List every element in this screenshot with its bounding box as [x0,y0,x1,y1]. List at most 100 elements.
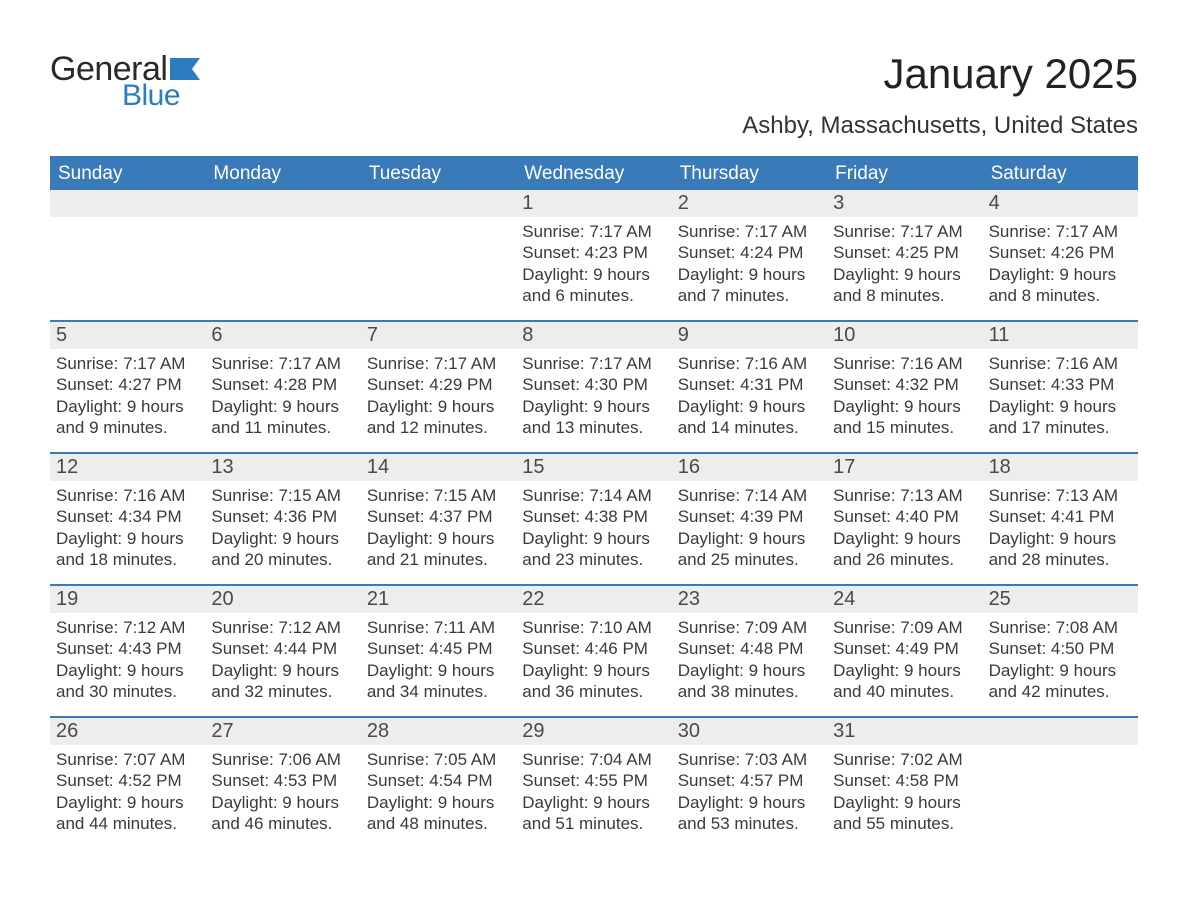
daylight-line-2: and 32 minutes. [211,681,352,702]
daylight-line-2: and 12 minutes. [367,417,508,438]
weekday-header: Saturday [983,158,1138,190]
sunset-line: Sunset: 4:32 PM [833,374,974,395]
day-cell: 18 Sunrise: 7:13 AMSunset: 4:41 PMDayligh… [983,454,1138,584]
week-row: 5Sunrise: 7:17 AMSunset: 4:27 PMDaylight… [50,320,1138,452]
day-info: Sunrise: 7:16 AMSunset: 4:32 PMDaylight:… [833,353,974,438]
sunset-line: Sunset: 4:33 PM [989,374,1130,395]
daylight-line-2: and 25 minutes. [678,549,819,570]
daylight-line-2: and 48 minutes. [367,813,508,834]
daylight-line-1: Daylight: 9 hours [989,660,1130,681]
daylight-line-2: and 38 minutes. [678,681,819,702]
day-info: Sunrise: 7:17 AMSunset: 4:26 PMDaylight:… [989,221,1130,306]
sunset-line: Sunset: 4:54 PM [367,770,508,791]
day-number: 22 [516,586,671,613]
day-cell: 27Sunrise: 7:06 AMSunset: 4:53 PMDayligh… [205,718,360,848]
day-number: 2 [672,190,827,217]
daylight-line-1: Daylight: 9 hours [678,792,819,813]
daylight-line-1: Daylight: 9 hours [522,528,663,549]
week-row: 26Sunrise: 7:07 AMSunset: 4:52 PMDayligh… [50,716,1138,848]
day-cell: 2Sunrise: 7:17 AMSunset: 4:24 PMDaylight… [672,190,827,320]
daylight-line-1: Daylight: 9 hours [367,528,508,549]
sunset-line: Sunset: 4:44 PM [211,638,352,659]
day-info: Sunrise: 7:13 AMSunset: 4:41 PMDaylight:… [989,485,1130,570]
day-cell: 9Sunrise: 7:16 AMSunset: 4:31 PMDaylight… [672,322,827,452]
sunset-line: Sunset: 4:37 PM [367,506,508,527]
daylight-line-1: Daylight: 9 hours [56,660,197,681]
daylight-line-2: and 20 minutes. [211,549,352,570]
title-block: January 2025 Ashby, Massachusetts, Unite… [742,50,1138,140]
daylight-line-2: and 53 minutes. [678,813,819,834]
day-number: 9 [672,322,827,349]
sunrise-line: Sunrise: 7:06 AM [211,749,352,770]
sunset-line: Sunset: 4:38 PM [522,506,663,527]
day-number: 10 [827,322,982,349]
day-info: Sunrise: 7:17 AMSunset: 4:25 PMDaylight:… [833,221,974,306]
day-info: Sunrise: 7:16 AMSunset: 4:33 PMDaylight:… [989,353,1130,438]
sunset-line: Sunset: 4:50 PM [989,638,1130,659]
daylight-line-1: Daylight: 9 hours [211,396,352,417]
daylight-line-1: Daylight: 9 hours [833,396,974,417]
daylight-line-2: and 14 minutes. [678,417,819,438]
week-row: ...1Sunrise: 7:17 AMSunset: 4:23 PMDayli… [50,190,1138,320]
day-info: Sunrise: 7:14 AMSunset: 4:39 PMDaylight:… [678,485,819,570]
sunrise-line: Sunrise: 7:07 AM [56,749,197,770]
day-info: Sunrise: 7:17 AMSunset: 4:23 PMDaylight:… [522,221,663,306]
day-cell: 22 Sunrise: 7:10 AMSunset: 4:46 PMDayligh… [516,586,671,716]
day-info: Sunrise: 7:02 AMSunset: 4:58 PMDaylight:… [833,749,974,834]
day-cell: 19Sunrise: 7:12 AMSunset: 4:43 PMDayligh… [50,586,205,716]
day-cell: 8Sunrise: 7:17 AMSunset: 4:30 PMDaylight… [516,322,671,452]
sunset-line: Sunset: 4:53 PM [211,770,352,791]
day-number: . [205,190,360,217]
day-number: 4 [983,190,1138,217]
week-row: 12Sunrise: 7:16 AMSunset: 4:34 PMDayligh… [50,452,1138,584]
sunset-line: Sunset: 4:31 PM [678,374,819,395]
sunrise-line: Sunrise: 7:11 AM [367,617,508,638]
weekday-header: Friday [827,158,982,190]
day-info: Sunrise: 7:17 AMSunset: 4:28 PMDaylight:… [211,353,352,438]
day-info: Sunrise: 7:15 AMSunset: 4:37 PMDaylight:… [367,485,508,570]
day-number: 18 [983,454,1138,481]
day-cell: 20Sunrise: 7:12 AMSunset: 4:44 PMDayligh… [205,586,360,716]
day-info: Sunrise: 7:12 AMSunset: 4:43 PMDaylight:… [56,617,197,702]
sunset-line: Sunset: 4:39 PM [678,506,819,527]
sunrise-line: Sunrise: 7:03 AM [678,749,819,770]
day-info: Sunrise: 7:14 AMSunset: 4:38 PMDaylight:… [522,485,663,570]
day-info: Sunrise: 7:17 AMSunset: 4:27 PMDaylight:… [56,353,197,438]
day-info: Sunrise: 7:15 AMSunset: 4:36 PMDaylight:… [211,485,352,570]
sunrise-line: Sunrise: 7:13 AM [833,485,974,506]
daylight-line-1: Daylight: 9 hours [522,792,663,813]
sunset-line: Sunset: 4:30 PM [522,374,663,395]
day-number: . [361,190,516,217]
day-cell: . [983,718,1138,848]
daylight-line-1: Daylight: 9 hours [989,396,1130,417]
daylight-line-1: Daylight: 9 hours [211,660,352,681]
daylight-line-2: and 55 minutes. [833,813,974,834]
sunrise-line: Sunrise: 7:16 AM [56,485,197,506]
day-cell: 16Sunrise: 7:14 AMSunset: 4:39 PMDayligh… [672,454,827,584]
sunrise-line: Sunrise: 7:16 AM [833,353,974,374]
day-number: 29 [516,718,671,745]
sunset-line: Sunset: 4:36 PM [211,506,352,527]
day-cell: 3Sunrise: 7:17 AMSunset: 4:25 PMDaylight… [827,190,982,320]
daylight-line-1: Daylight: 9 hours [989,264,1130,285]
sunrise-line: Sunrise: 7:02 AM [833,749,974,770]
sunset-line: Sunset: 4:23 PM [522,242,663,263]
sunrise-line: Sunrise: 7:08 AM [989,617,1130,638]
day-cell: 17Sunrise: 7:13 AMSunset: 4:40 PMDayligh… [827,454,982,584]
day-number: 21 [361,586,516,613]
day-info: Sunrise: 7:16 AMSunset: 4:34 PMDaylight:… [56,485,197,570]
daylight-line-1: Daylight: 9 hours [56,396,197,417]
day-number: 7 [361,322,516,349]
sunset-line: Sunset: 4:48 PM [678,638,819,659]
daylight-line-1: Daylight: 9 hours [211,792,352,813]
day-info: Sunrise: 7:10 AMSunset: 4:46 PMDaylight:… [522,617,663,702]
day-number: . [983,718,1138,745]
daylight-line-2: and 21 minutes. [367,549,508,570]
weekday-header-row: Sunday Monday Tuesday Wednesday Thursday… [50,158,1138,190]
sunset-line: Sunset: 4:40 PM [833,506,974,527]
daylight-line-1: Daylight: 9 hours [989,528,1130,549]
daylight-line-2: and 46 minutes. [211,813,352,834]
day-cell: 5Sunrise: 7:17 AMSunset: 4:27 PMDaylight… [50,322,205,452]
day-cell: 26Sunrise: 7:07 AMSunset: 4:52 PMDayligh… [50,718,205,848]
daylight-line-2: and 44 minutes. [56,813,197,834]
